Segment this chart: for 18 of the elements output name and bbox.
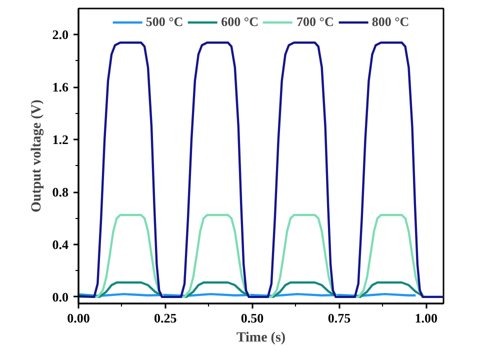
legend-label: 800 °C xyxy=(372,14,410,30)
y-tick-label: 0.4 xyxy=(52,237,69,252)
x-tick-label: 1.00 xyxy=(414,310,438,326)
legend-label: 700 °C xyxy=(296,14,334,30)
y-tick-label: 0.0 xyxy=(52,289,68,304)
legend-label: 500 °C xyxy=(146,14,184,30)
y-tick-label: 0.8 xyxy=(52,184,69,200)
line-series xyxy=(78,41,444,298)
x-tick-label: 0.00 xyxy=(67,310,90,326)
legend-label: 600 °C xyxy=(221,14,258,30)
x-tick-label: 0.25 xyxy=(154,310,178,326)
y-axis-title: Output voltage (V) xyxy=(29,99,44,212)
x-tick-label: 0.75 xyxy=(328,310,352,326)
y-tick-label: 1.2 xyxy=(52,132,68,148)
y-tick-label: 1.6 xyxy=(52,80,69,95)
x-axis-title: Time (s) xyxy=(236,330,286,346)
y-tick-label: 2.0 xyxy=(52,27,68,42)
x-tick-label: 0.50 xyxy=(240,310,264,326)
